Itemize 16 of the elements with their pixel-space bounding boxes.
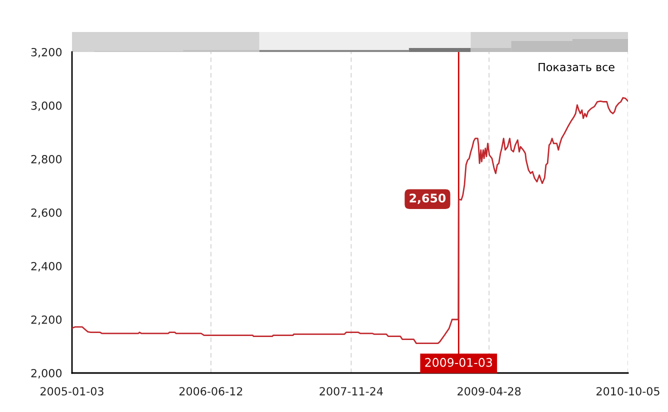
x-tick-label: 2007-11-24 [320, 387, 383, 396]
annotation: Показать все [538, 62, 614, 72]
y-tick-label: 2,200 [31, 315, 62, 326]
y-tick-label: 3,000 [31, 101, 62, 112]
line-series [72, 97, 628, 344]
x-tick-label: 2005-01-03 [40, 387, 104, 396]
y-tick-label: 2,800 [31, 154, 62, 165]
y-tick-label: 3,200 [31, 48, 62, 58]
x-tick-label: 2010-10-05 [596, 387, 660, 396]
annotation: 2,650 [410, 194, 446, 204]
ref-line-label: 2009-01-03 [425, 358, 492, 367]
x-tick-label: 2006-06-12 [179, 387, 242, 396]
y-tick-label: 2,000 [31, 368, 62, 379]
y-tick-label: 2,600 [31, 208, 62, 218]
x-tick-label: 2009-04-28 [458, 387, 521, 396]
y-tick-label: 2,400 [31, 262, 62, 272]
